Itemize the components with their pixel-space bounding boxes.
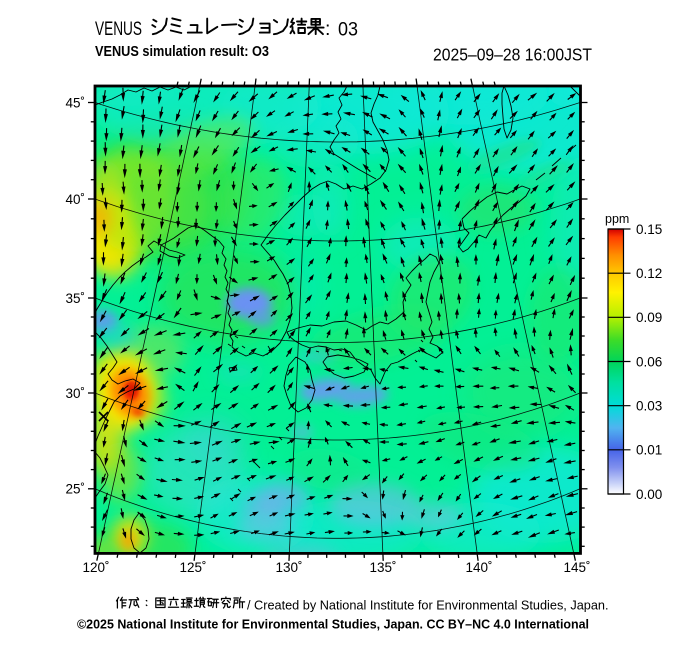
svg-text:VENUS simulation result: O3: VENUS simulation result: O3 <box>95 44 269 60</box>
svg-text:0.12: 0.12 <box>636 266 662 281</box>
svg-text:VENUS: VENUS <box>95 18 142 40</box>
svg-text:2025–09–28 16:00JST: 2025–09–28 16:00JST <box>433 45 592 65</box>
svg-text:/ Created by National Institut: / Created by National Institute for Envi… <box>247 598 609 613</box>
svg-text:0.01: 0.01 <box>636 443 662 458</box>
svg-text:25˚: 25˚ <box>65 482 85 497</box>
svg-text:ppm: ppm <box>605 212 629 226</box>
svg-text:0.00: 0.00 <box>636 487 662 502</box>
svg-text::: : <box>325 18 330 40</box>
svg-text:130˚: 130˚ <box>275 560 302 575</box>
svg-text:45˚: 45˚ <box>65 95 85 110</box>
svg-text:©2025 National Institute for E: ©2025 National Institute for Environment… <box>77 617 589 632</box>
svg-text:35˚: 35˚ <box>65 291 85 306</box>
svg-text:145˚: 145˚ <box>563 560 590 575</box>
svg-text:0.09: 0.09 <box>636 310 662 325</box>
svg-text:120˚: 120˚ <box>82 560 109 575</box>
svg-text:30˚: 30˚ <box>65 386 85 401</box>
svg-text:140˚: 140˚ <box>465 560 492 575</box>
svg-text:125˚: 125˚ <box>179 560 206 575</box>
svg-text:0.03: 0.03 <box>636 399 662 414</box>
svg-text:0.06: 0.06 <box>636 354 662 369</box>
svg-text:0.15: 0.15 <box>636 222 662 237</box>
svg-text:40˚: 40˚ <box>65 192 85 207</box>
svg-text:135˚: 135˚ <box>369 560 396 575</box>
svg-text:03: 03 <box>338 19 358 41</box>
